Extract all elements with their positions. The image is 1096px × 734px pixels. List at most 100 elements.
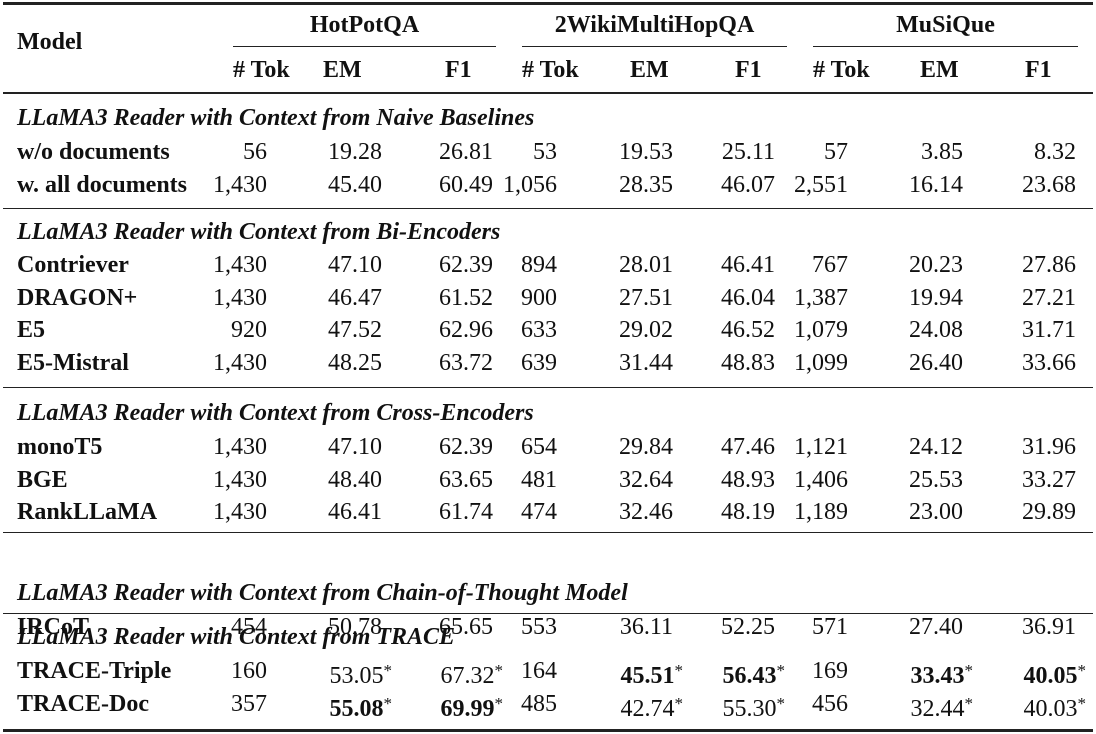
table-cell: 48.25 [328,348,382,378]
table-cell: 55.08* [330,689,393,724]
cell-value: 29.84 [619,434,673,460]
cell-value: 36.91 [1022,614,1076,640]
cell-value: 571 [812,614,848,640]
table-cell: 654 [521,432,557,462]
cell-value: 33.43 [910,663,965,689]
table-cell: 1,406 [794,465,848,495]
significance-marker: * [964,661,974,680]
significance-marker: * [776,693,786,713]
row-model-name: DRAGON+ [17,284,138,311]
cell-value: 1,430 [213,466,267,493]
significance-marker: * [383,693,393,713]
table-cell: 45.40 [328,170,382,200]
cell-value: 639 [521,349,557,376]
cell-value: 69.99 [440,695,495,722]
table-cell: 27.40 [909,612,963,642]
header-rule [3,92,1093,94]
table-cell: 900 [521,283,557,313]
table-cell: 32.64 [619,465,673,495]
table-cell: 1,430 [213,250,267,280]
table-cell: 25.11 [722,137,775,167]
table-cell: 48.19 [721,497,775,527]
table-cell: 69.99* [441,689,504,724]
group-separator-rule [3,387,1093,389]
model-column-header: Model [17,29,83,55]
table-cell: 1,430 [213,348,267,378]
table-cell: 28.01 [619,250,673,280]
table-cell: 31.44 [619,348,673,378]
table-cell: 45.51* [621,656,684,691]
table-cell: 1,099 [794,348,848,378]
row-model-name: w. all documents [17,171,188,198]
table-cell: 32.46 [619,497,673,527]
group-separator-rule [3,208,1093,210]
table-cell: 40.05* [1024,656,1087,691]
cell-value: 485 [521,690,557,717]
table-cell: 920 [231,315,267,345]
group-title: LLaMA3 Reader with Context from TRACE [17,624,456,650]
group-title: LLaMA3 Reader with Context from Chain-of… [17,580,628,606]
cell-value: 40.03 [1023,695,1078,722]
cell-value: 48.40 [328,466,382,493]
cell-value: 46.04 [721,284,775,311]
cell-value: 50.78 [328,614,382,640]
table-cell: 53 [533,137,557,167]
table-cell: 16.14 [909,170,963,200]
table-cell: 63.65 [439,465,493,495]
cell-value: 48.25 [328,349,382,376]
table-cell: 26.40 [909,348,963,378]
row-model-name: TRACE-Triple [17,658,172,684]
table-cell: 474 [521,497,557,527]
table-cell: 23.00 [909,497,963,527]
cell-value: 16.14 [909,171,963,198]
table-cell: 50.78 [328,612,382,642]
table-cell: 24.12 [909,432,963,462]
cell-value: 20.23 [909,252,963,278]
significance-marker: * [964,693,974,713]
cell-value: 55.30 [722,695,777,722]
table-cell: 27.51 [619,283,673,313]
cell-value: 32.44 [910,695,965,722]
table-cell: 47.10 [328,250,382,280]
table-cell: 23.68 [1022,170,1076,200]
table-cell: 47.52 [328,315,382,345]
table-cell: 894 [521,250,557,280]
cell-value: 27.86 [1022,252,1076,278]
table-cell: 56.43* [723,656,786,691]
cell-value: 767 [812,252,848,278]
table-cell: 19.94 [909,283,963,313]
col-header-musique-em: EM [920,57,959,83]
table-cell: 33.43* [911,656,974,691]
significance-marker: * [494,693,504,713]
cell-value: 3.85 [921,139,963,165]
col-header-hotpotqa-tok: # Tok [233,57,290,83]
table-cell: 1,430 [213,170,267,200]
table-cell: 47.10 [328,432,382,462]
cell-value: 47.46 [721,434,775,460]
table-cell: 1,430 [213,497,267,527]
row-model-name: TRACE-Doc [17,690,149,717]
table-cell: 24.08 [909,315,963,345]
col-header-2wiki-em: EM [630,57,669,83]
cell-value: 62.39 [439,252,493,278]
group-title: LLaMA3 Reader with Context from Bi-Encod… [17,219,501,245]
significance-marker: * [1077,661,1087,680]
table-cell: 61.52 [439,283,493,313]
table-cell: 160 [231,656,267,686]
significance-marker: * [494,661,504,680]
cell-value: 27.21 [1022,284,1076,311]
cell-value: 28.35 [619,171,673,198]
table-cell: 456 [812,689,848,719]
table-cell: 46.04 [721,283,775,313]
table-cell: 62.96 [439,315,493,345]
cell-value: 920 [231,317,267,343]
cell-value: 8.32 [1034,139,1076,165]
table-cell: 28.35 [619,170,673,200]
table-cell: 1,387 [794,283,848,313]
table-cell: 1,430 [213,465,267,495]
table-cell: 1,121 [794,432,848,462]
table-cell: 46.41 [328,497,382,527]
table-cell: 33.66 [1022,348,1076,378]
table-cell: 67.32* [441,656,504,691]
